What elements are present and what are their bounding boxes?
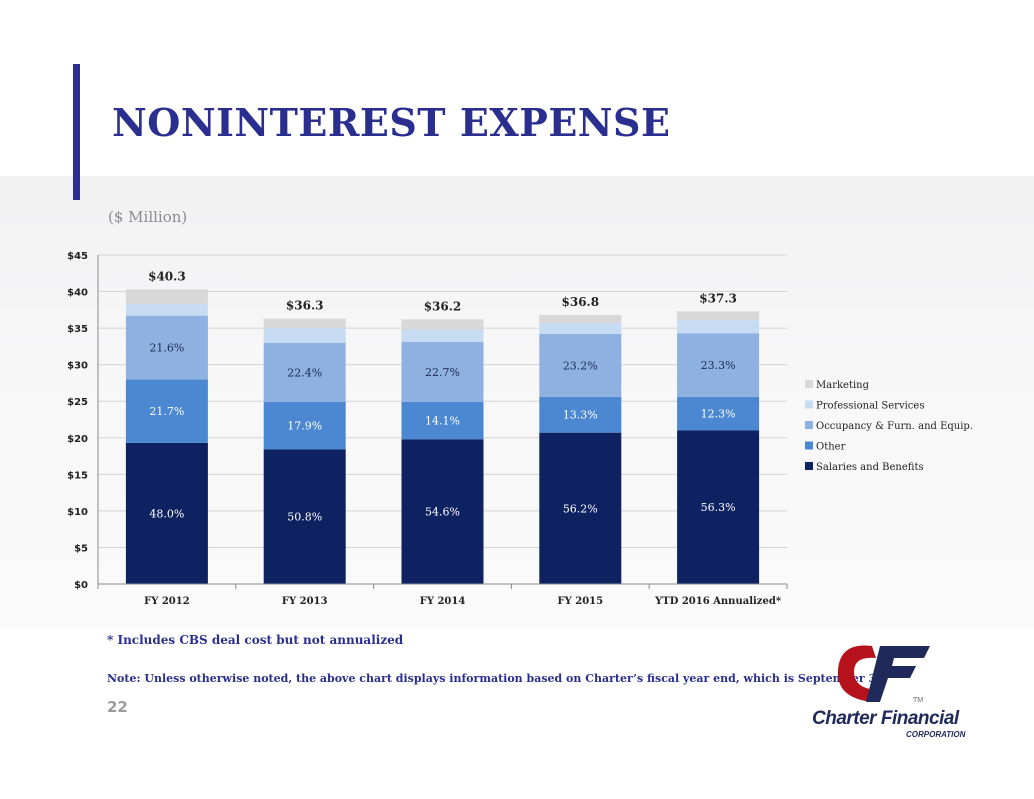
bar-segment (539, 432, 622, 584)
logo-c-shape (837, 645, 876, 702)
page-title: NONINTEREST EXPENSE (112, 100, 671, 145)
data-label: 48.0% (149, 507, 184, 520)
data-label: 23.3% (701, 359, 736, 372)
y-tick-label: $5 (74, 543, 88, 554)
bar-segment (401, 329, 484, 343)
bar-segment (125, 379, 208, 443)
bar-segment (125, 315, 208, 380)
x-tick-label: YTD 2016 Annualized* (654, 596, 782, 607)
y-tick-label: $40 (67, 288, 88, 299)
title-accent-bar (73, 64, 80, 200)
logo-f-shape (866, 646, 930, 702)
total-label: $37.3 (699, 291, 737, 305)
bar-segment (677, 320, 760, 334)
bar-segment (263, 401, 346, 450)
bar-segment (263, 449, 346, 584)
logo-wordmark: Charter Financial (812, 708, 959, 729)
legend-label: Professional Services (816, 401, 924, 412)
stacked-bar-chart: 48.0% 21.7% 21.6% $40.3 50.8% 17.9% 22.4% $36.3… (67, 251, 973, 607)
data-label: 21.6% (149, 341, 184, 354)
y-tick-label: $0 (74, 580, 88, 591)
x-tick-label: FY 2012 (144, 596, 190, 607)
bar-segment (263, 328, 346, 343)
fiscal-year-note: Note: Unless otherwise noted, the above … (107, 672, 888, 685)
legend-label: Occupancy & Furn. and Equip. (816, 421, 973, 432)
bar-segment (677, 430, 760, 584)
bar-segment (125, 289, 208, 304)
logo-subtitle: CORPORATION (906, 730, 966, 739)
total-label: $36.2 (424, 299, 462, 313)
bar-segment (677, 396, 760, 431)
data-label: 17.9% (287, 420, 322, 433)
bar-segment (401, 342, 484, 402)
y-tick-label: $15 (67, 470, 88, 481)
data-label: 56.2% (563, 502, 598, 515)
x-tick-label: FY 2013 (282, 596, 328, 607)
y-tick-label: $35 (67, 324, 88, 335)
legend-swatch (805, 380, 813, 388)
chart-axes: $0 $5 $10 $15 $20 $25 $30 $35 $40 $45 FY 2012 FY 20… (67, 251, 788, 607)
x-tick-label: FY 2015 (558, 596, 604, 607)
data-label: 21.7% (149, 405, 184, 418)
bar-segment (539, 314, 622, 323)
bar-segment (677, 333, 760, 397)
data-label: 54.6% (425, 506, 460, 519)
y-tick-label: $25 (67, 397, 88, 408)
bar-segment (125, 303, 208, 316)
total-label: $40.3 (148, 269, 186, 283)
data-label: 56.3% (701, 501, 736, 514)
data-label: 22.7% (425, 366, 460, 379)
legend-swatch (805, 400, 813, 409)
y-tick-label: $45 (67, 251, 88, 262)
bar-segment (263, 342, 346, 402)
legend-swatch (805, 462, 813, 470)
y-tick-label: $20 (67, 434, 88, 445)
page-number: 22 (107, 698, 128, 716)
legend-swatch (805, 441, 813, 450)
chart-legend: Marketing Professional Services Occupancy … (805, 380, 973, 473)
legend-label: Other (816, 442, 846, 453)
legend-label: Marketing (816, 380, 870, 391)
bar-segment (263, 318, 346, 329)
data-label: 23.2% (563, 359, 598, 372)
total-label: $36.8 (562, 295, 600, 309)
data-label: 14.1% (425, 415, 460, 428)
logo-trademark: TM (913, 697, 924, 704)
legend-swatch (805, 421, 813, 429)
data-label: 13.3% (563, 409, 598, 422)
y-tick-label: $30 (67, 361, 88, 372)
footnote: * Includes CBS deal cost but not annuali… (107, 633, 404, 647)
logo-eagle-icon (856, 661, 874, 672)
charter-financial-logo (837, 645, 930, 702)
bar-segment (125, 442, 208, 584)
y-tick-label: $10 (67, 507, 88, 518)
chart-bars: 48.0% 21.7% 21.6% $40.3 50.8% 17.9% 22.4% $36.3… (125, 269, 760, 584)
data-label: 22.4% (287, 366, 322, 379)
bar-segment (401, 319, 484, 330)
bar-segment (401, 401, 484, 440)
data-label: 50.8% (287, 511, 322, 524)
legend-label: Salaries and Benefits (816, 462, 924, 473)
units-label: ($ Million) (108, 208, 188, 226)
bar-segment (539, 396, 622, 433)
bar-segment (401, 439, 484, 584)
data-label: 12.3% (701, 408, 736, 421)
total-label: $36.3 (286, 299, 324, 313)
bar-segment (677, 311, 760, 321)
x-tick-label: FY 2014 (420, 596, 466, 607)
bar-segment (539, 322, 622, 334)
bar-segment (539, 333, 622, 397)
